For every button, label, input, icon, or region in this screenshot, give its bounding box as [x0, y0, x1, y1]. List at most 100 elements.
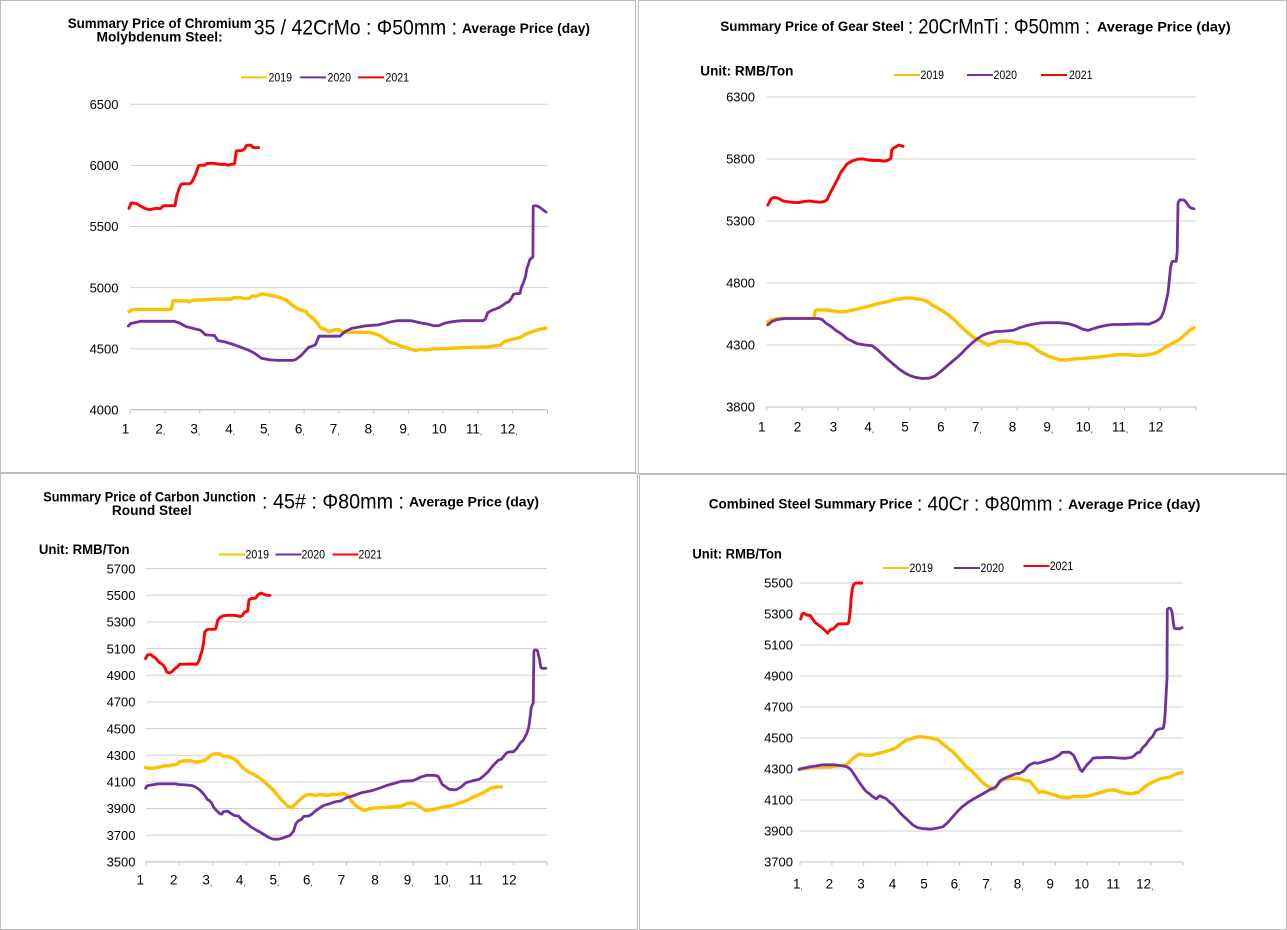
- svg-text:4500: 4500: [90, 341, 119, 356]
- svg-text:4,: 4,: [864, 420, 874, 435]
- svg-text:2: 2: [170, 873, 178, 888]
- svg-text:6500: 6500: [90, 97, 119, 112]
- svg-text:10,: 10,: [433, 873, 450, 888]
- svg-text:2: 2: [794, 420, 802, 435]
- svg-text:2020: 2020: [328, 73, 352, 85]
- svg-text:6,: 6,: [951, 877, 961, 892]
- svg-text:: 40Cr : Φ80mm :: : 40Cr : Φ80mm :: [917, 493, 1063, 516]
- svg-text:2019: 2019: [246, 550, 270, 562]
- svg-text:4500: 4500: [107, 721, 136, 736]
- svg-text:Round Steel: Round Steel: [112, 503, 192, 518]
- svg-text:35 / 42CrMo : Φ50mm :: 35 / 42CrMo : Φ50mm :: [254, 17, 457, 40]
- svg-text:2021: 2021: [1069, 70, 1093, 82]
- svg-text:Average Price (day): Average Price (day): [1097, 20, 1231, 35]
- svg-text:Molybdenum Steel:: Molybdenum Steel:: [97, 29, 223, 44]
- svg-text:5: 5: [920, 877, 928, 892]
- svg-text:3800: 3800: [726, 400, 755, 415]
- svg-text:3,: 3,: [202, 873, 212, 888]
- svg-text:12,: 12,: [1136, 877, 1153, 892]
- svg-text:4500: 4500: [764, 731, 793, 746]
- svg-text:11: 11: [1106, 877, 1120, 892]
- svg-text:1: 1: [122, 422, 130, 437]
- svg-text:3900: 3900: [107, 801, 136, 816]
- svg-text:4300: 4300: [107, 748, 136, 763]
- svg-text:3700: 3700: [107, 828, 136, 843]
- svg-text:11,: 11,: [1112, 420, 1128, 435]
- svg-text:4800: 4800: [726, 276, 755, 291]
- svg-text:6,: 6,: [303, 873, 313, 888]
- svg-text:6300: 6300: [726, 90, 755, 105]
- svg-text:1,: 1,: [793, 877, 803, 892]
- svg-text:10,: 10,: [1076, 420, 1093, 435]
- svg-text:2020: 2020: [302, 550, 326, 562]
- svg-text:2,: 2,: [155, 422, 165, 437]
- svg-text:8,: 8,: [365, 422, 375, 437]
- svg-text:2021: 2021: [386, 73, 410, 85]
- svg-text:6,: 6,: [295, 422, 305, 437]
- svg-text:2019: 2019: [269, 73, 293, 85]
- svg-text:10: 10: [432, 422, 447, 437]
- svg-text:4300: 4300: [764, 762, 793, 777]
- svg-text:4700: 4700: [764, 700, 793, 715]
- svg-text:Unit: RMB/Ton: Unit: RMB/Ton: [39, 542, 130, 557]
- svg-text:5000: 5000: [90, 280, 119, 295]
- svg-text:2: 2: [826, 877, 834, 892]
- svg-text:5300: 5300: [107, 615, 136, 630]
- svg-text:2020: 2020: [994, 70, 1018, 82]
- svg-text:8: 8: [1009, 420, 1017, 435]
- svg-text:Summary Price of Gear Steel: Summary Price of Gear Steel: [720, 19, 904, 34]
- svg-text:6000: 6000: [90, 158, 119, 173]
- svg-text:7: 7: [338, 873, 346, 888]
- svg-text:Unit: RMB/Ton: Unit: RMB/Ton: [700, 64, 793, 79]
- svg-text:9,: 9,: [1043, 420, 1053, 435]
- svg-text:5: 5: [901, 420, 909, 435]
- svg-text:1: 1: [758, 420, 766, 435]
- svg-text:5100: 5100: [764, 638, 793, 653]
- svg-text:4100: 4100: [764, 793, 793, 808]
- svg-text:5300: 5300: [764, 607, 793, 622]
- svg-text:: 45# : Φ80mm :: : 45# : Φ80mm :: [262, 491, 404, 514]
- svg-text:11: 11: [469, 873, 483, 888]
- svg-text:4000: 4000: [90, 403, 119, 418]
- svg-text:4: 4: [889, 877, 897, 892]
- svg-text:Average Price (day): Average Price (day): [462, 21, 590, 36]
- svg-text:1: 1: [136, 873, 144, 888]
- svg-text:12: 12: [502, 873, 517, 888]
- svg-text:2019: 2019: [921, 70, 945, 82]
- svg-text:5100: 5100: [107, 641, 136, 656]
- svg-text:5,: 5,: [270, 873, 280, 888]
- svg-text:5,: 5,: [260, 422, 270, 437]
- svg-text:3500: 3500: [107, 855, 136, 870]
- svg-text:11,: 11,: [466, 422, 482, 437]
- svg-text:8,: 8,: [1014, 877, 1024, 892]
- svg-text:4300: 4300: [726, 338, 755, 353]
- svg-text:4,: 4,: [236, 873, 246, 888]
- svg-text:2021: 2021: [359, 550, 383, 562]
- svg-text:9,: 9,: [399, 422, 409, 437]
- svg-text:9: 9: [1046, 877, 1054, 892]
- svg-text:12,: 12,: [500, 422, 517, 437]
- svg-text:5500: 5500: [764, 576, 793, 591]
- svg-text:3900: 3900: [764, 824, 793, 839]
- svg-text:12: 12: [1148, 420, 1163, 435]
- svg-text:4900: 4900: [764, 669, 793, 684]
- svg-text:Average Price (day): Average Price (day): [1068, 497, 1200, 512]
- svg-text:Unit: RMB/Ton: Unit: RMB/Ton: [692, 547, 782, 562]
- svg-text:4900: 4900: [107, 668, 136, 683]
- svg-text:: 20CrMnTi : Φ50mm :: : 20CrMnTi : Φ50mm :: [908, 16, 1090, 39]
- svg-text:2019: 2019: [910, 563, 934, 575]
- svg-text:2021: 2021: [1050, 561, 1074, 573]
- svg-text:4700: 4700: [107, 695, 136, 710]
- svg-text:7,: 7,: [982, 877, 992, 892]
- svg-text:10: 10: [1074, 877, 1089, 892]
- svg-text:5700: 5700: [107, 561, 136, 576]
- svg-text:5800: 5800: [726, 152, 755, 167]
- svg-text:5500: 5500: [107, 588, 136, 603]
- svg-text:7,: 7,: [972, 420, 982, 435]
- svg-text:9,: 9,: [404, 873, 414, 888]
- svg-text:4100: 4100: [107, 775, 136, 790]
- svg-text:3: 3: [857, 877, 865, 892]
- svg-text:8: 8: [371, 873, 379, 888]
- svg-text:Summary Price of Carbon Juncti: Summary Price of Carbon Junction: [43, 490, 256, 505]
- svg-text:Summary Price of Chromium: Summary Price of Chromium: [68, 16, 252, 31]
